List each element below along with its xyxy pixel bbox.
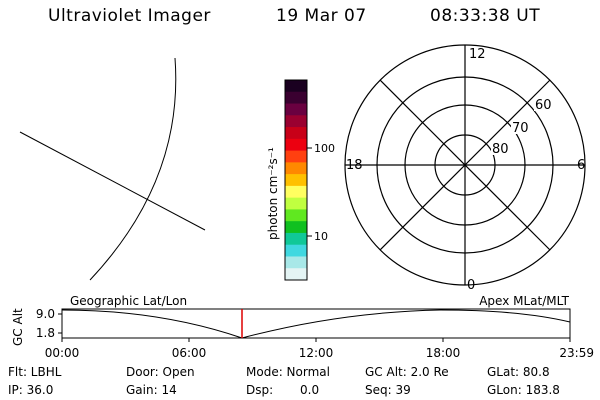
status-glon: GLon: 183.8 (487, 383, 560, 397)
meridian-line (19, 131, 206, 231)
colorbar-band (285, 232, 307, 246)
colorbar-band (285, 162, 307, 175)
colorbar-band (285, 103, 307, 116)
colorbar-band (285, 115, 307, 128)
timeline-ticks (58, 313, 571, 342)
colorbar-frame (284, 79, 308, 281)
mlt-label-12: 12 (469, 47, 486, 62)
mlat-label-60: 60 (535, 98, 552, 113)
time-tick-2359: 23:59 (559, 346, 594, 360)
colorbar-band (285, 244, 307, 257)
timeline-left-caption: Geographic Lat/Lon (70, 294, 187, 308)
colorbar-band (285, 197, 307, 210)
colorbar-band (285, 138, 307, 152)
header-time: 08:33:38 UT (430, 6, 541, 26)
time-tick-1800: 18:00 (426, 346, 461, 360)
colorbar-band (285, 127, 307, 140)
timeline-frame (61, 308, 571, 339)
instrument-title: Ultraviolet Imager (48, 6, 211, 26)
polar-diagonal-b (379, 79, 551, 251)
colorbar-band (285, 209, 307, 222)
colorbar-band (285, 91, 307, 105)
status-door: Door: Open (126, 365, 195, 379)
status-glat: GLat: 80.8 (487, 365, 550, 379)
gc-alt-axis-label: GC Alt (11, 308, 25, 346)
colorbar-band (285, 150, 307, 163)
geographic-panel (19, 57, 206, 281)
status-seq: Seq: 39 (365, 383, 411, 397)
colorbar-band (285, 80, 307, 93)
colorbar-band (285, 221, 307, 234)
mlat-label-80: 80 (492, 142, 509, 157)
status-ip: IP: 36.0 (8, 383, 54, 397)
colorbar-band (285, 256, 307, 269)
status-dsp-value: 0.0 (300, 383, 320, 397)
mlt-label-6: 6 (577, 158, 585, 173)
colorbar (285, 80, 307, 281)
colorbar-tick-10: 10 (314, 230, 328, 243)
mlat-label-70: 70 (512, 121, 529, 136)
status-flt: Flt: LBHL (8, 365, 62, 379)
polar-plot (344, 44, 586, 286)
colorbar-band (285, 174, 307, 187)
mlt-label-0: 0 (467, 278, 475, 293)
status-dsp-label: Dsp: (246, 383, 274, 397)
time-tick-1200: 12:00 (299, 346, 334, 360)
terminator-arc (89, 57, 177, 281)
colorbar-tick-100: 100 (314, 142, 335, 155)
header-date: 19 Mar 07 (276, 6, 367, 26)
time-tick-0000: 00:00 (45, 346, 80, 360)
colorbar-band (285, 185, 307, 199)
gc-alt-tick-1-8: 1.8 (36, 326, 55, 340)
colorbar-ticks (307, 147, 312, 237)
gc-alt-curve (61, 309, 571, 339)
timeline-right-caption: Apex MLat/MLT (479, 294, 569, 308)
mlt-label-18: 18 (346, 158, 363, 173)
gc-alt-tick-9: 9.0 (36, 307, 55, 321)
colorbar-unit-label: photon cm⁻²s⁻¹ (266, 147, 280, 240)
status-gain: Gain: 14 (126, 383, 177, 397)
status-gc-alt: GC Alt: 2.0 Re (365, 365, 449, 379)
time-tick-0600: 06:00 (172, 346, 207, 360)
colorbar-band (285, 268, 307, 281)
status-mode: Mode: Normal (246, 365, 330, 379)
